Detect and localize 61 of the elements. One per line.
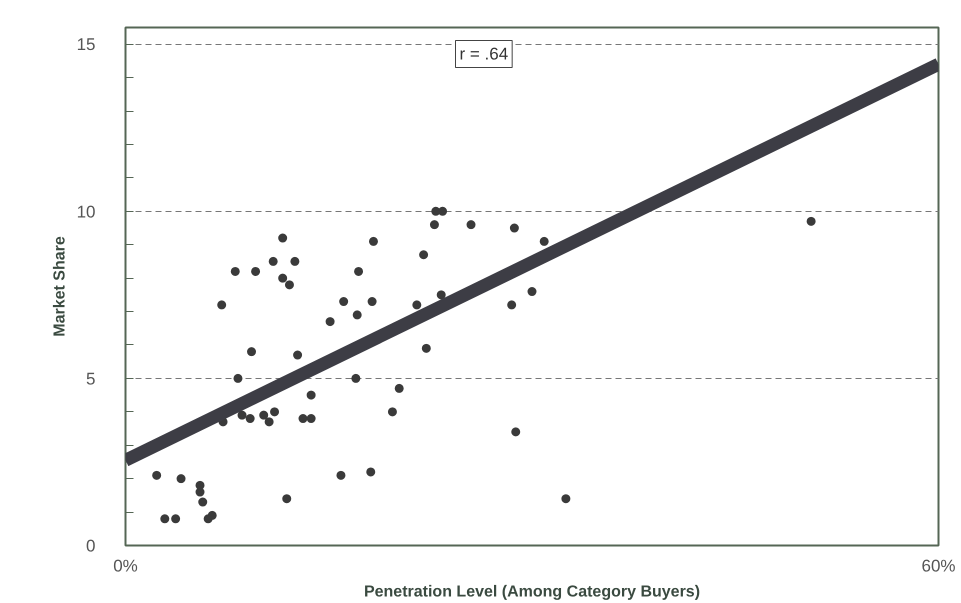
point <box>290 256 300 266</box>
point <box>233 374 242 383</box>
point <box>419 250 428 260</box>
point <box>282 494 292 504</box>
point <box>422 344 431 353</box>
point <box>510 224 519 233</box>
point <box>436 290 446 300</box>
point <box>507 300 516 310</box>
point <box>388 407 397 416</box>
point <box>293 350 302 360</box>
point <box>528 287 536 296</box>
point <box>278 234 288 243</box>
point <box>251 266 260 276</box>
y-tick-label: 10 <box>76 202 96 222</box>
point <box>238 410 247 420</box>
point <box>806 216 816 226</box>
point <box>160 514 170 524</box>
point <box>284 280 294 290</box>
point <box>394 384 404 393</box>
point <box>217 300 226 310</box>
point <box>561 494 570 504</box>
point <box>298 414 308 423</box>
point <box>354 266 364 276</box>
point <box>268 256 278 266</box>
point <box>352 310 362 320</box>
point <box>264 417 274 426</box>
point <box>366 467 376 476</box>
point <box>152 470 162 480</box>
point <box>306 414 316 423</box>
point <box>176 474 186 484</box>
point <box>412 300 422 310</box>
point <box>326 317 335 326</box>
point <box>171 514 180 524</box>
point <box>306 390 316 400</box>
point <box>368 297 377 306</box>
point <box>336 470 346 480</box>
x-tick-label: 60% <box>921 556 956 576</box>
point <box>246 414 255 423</box>
point <box>208 510 217 520</box>
y-tick-label: 15 <box>76 35 96 54</box>
point <box>430 220 439 230</box>
point <box>259 410 268 420</box>
point <box>198 498 208 507</box>
point <box>247 347 256 356</box>
point <box>466 220 476 230</box>
point <box>511 427 520 436</box>
point <box>368 236 378 246</box>
x-tick-label: 0% <box>113 556 138 576</box>
point <box>438 206 448 216</box>
x-axis-title: Penetration Level (Among Category Buyers) <box>364 584 700 600</box>
point <box>196 488 205 497</box>
point <box>339 297 348 306</box>
y-axis-title: Market Share <box>52 236 69 337</box>
point <box>270 407 280 416</box>
y-tick-label: 5 <box>86 369 96 388</box>
point <box>278 274 288 283</box>
point <box>351 374 360 383</box>
point <box>230 266 240 276</box>
point <box>540 236 549 246</box>
annotation: r = .64 <box>460 44 508 64</box>
y-tick-label: 0 <box>86 536 96 556</box>
